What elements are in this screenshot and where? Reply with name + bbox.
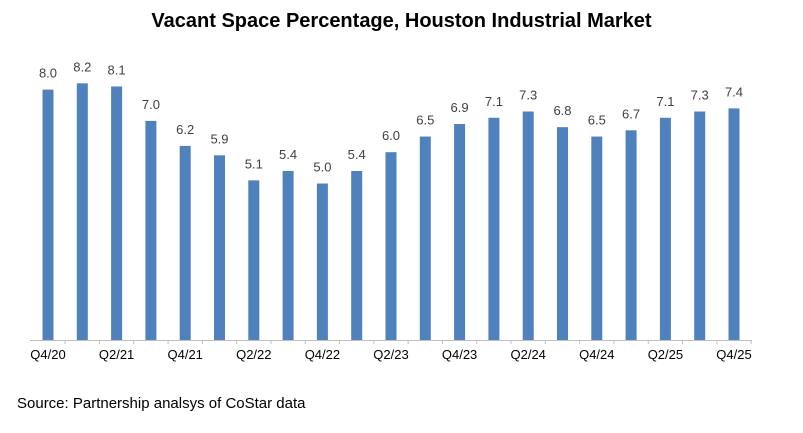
x-tick-label: Q4/21 bbox=[167, 347, 202, 362]
data-label: 6.2 bbox=[176, 122, 194, 137]
data-label: 6.5 bbox=[416, 113, 434, 128]
x-tick-label: Q2/25 bbox=[648, 347, 683, 362]
data-label: 8.1 bbox=[108, 62, 126, 77]
bar bbox=[659, 117, 671, 341]
source-note: Source: Partnership analsys of CoStar da… bbox=[17, 395, 306, 412]
x-tick-label: Q4/25 bbox=[716, 347, 751, 362]
bar bbox=[179, 145, 191, 340]
data-label: 7.1 bbox=[656, 94, 674, 109]
data-label: 6.9 bbox=[451, 100, 469, 115]
data-label: 5.0 bbox=[313, 160, 331, 175]
bar bbox=[591, 136, 603, 340]
bar bbox=[488, 117, 500, 341]
bar bbox=[248, 180, 260, 340]
data-label: 7.0 bbox=[142, 97, 160, 112]
bar bbox=[111, 86, 123, 340]
data-label: 5.4 bbox=[279, 147, 297, 162]
data-label: 5.9 bbox=[210, 131, 228, 146]
bar bbox=[522, 111, 534, 340]
bar bbox=[316, 183, 328, 340]
data-label: 5.1 bbox=[245, 156, 263, 171]
data-label: 7.4 bbox=[725, 84, 743, 99]
data-label: 6.7 bbox=[622, 106, 640, 121]
data-label: 5.4 bbox=[348, 147, 366, 162]
x-tick-label: Q4/23 bbox=[442, 347, 477, 362]
bar bbox=[728, 108, 740, 340]
bar bbox=[42, 89, 54, 340]
bar bbox=[694, 111, 706, 340]
bar bbox=[385, 152, 397, 340]
x-tick-label: Q4/20 bbox=[30, 347, 65, 362]
bar bbox=[625, 130, 637, 340]
data-label: 8.2 bbox=[73, 59, 91, 74]
bar bbox=[454, 124, 466, 340]
x-tick-label: Q2/22 bbox=[236, 347, 271, 362]
data-label: 6.5 bbox=[588, 113, 606, 128]
x-tick-label: Q4/24 bbox=[579, 347, 614, 362]
x-tick-label: Q2/24 bbox=[510, 347, 545, 362]
data-label: 7.3 bbox=[691, 88, 709, 103]
bar bbox=[214, 155, 225, 340]
data-label: 8.0 bbox=[39, 66, 57, 81]
data-label: 7.1 bbox=[485, 94, 503, 109]
x-tick-label: Q2/21 bbox=[99, 347, 134, 362]
data-label: 6.0 bbox=[382, 128, 400, 143]
x-tick-label: Q2/23 bbox=[373, 347, 408, 362]
bar bbox=[145, 120, 157, 341]
bar bbox=[282, 170, 294, 340]
bar bbox=[419, 136, 431, 340]
x-tick-label: Q4/22 bbox=[305, 347, 340, 362]
data-label: 6.8 bbox=[553, 103, 571, 118]
bar bbox=[76, 83, 88, 340]
chart-title: Vacant Space Percentage, Houston Industr… bbox=[151, 10, 652, 32]
data-label: 7.3 bbox=[519, 88, 537, 103]
bar bbox=[351, 170, 363, 340]
bar bbox=[557, 127, 568, 340]
